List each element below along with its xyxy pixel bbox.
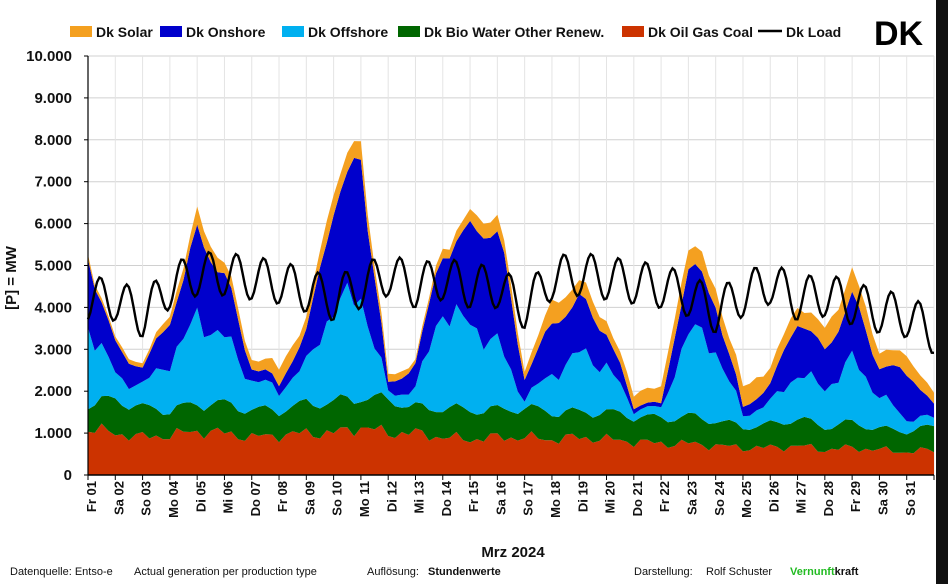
- x-tick-label: So 10: [330, 481, 345, 516]
- footer-source-label: Datenquelle: Entso-e: [10, 566, 113, 578]
- y-axis-label: [P] = MW: [3, 245, 20, 310]
- legend-swatch: [622, 26, 644, 37]
- country-label: DK: [874, 15, 924, 53]
- y-tick-label: 7.000: [34, 174, 72, 191]
- y-tick-label: 1.000: [34, 425, 72, 442]
- x-tick-label: Mi 20: [603, 481, 618, 514]
- x-tick-label: Fr 01: [84, 481, 99, 512]
- area-dk-bio-water-other-renew-: [88, 392, 934, 454]
- x-tick-label: Di 12: [384, 481, 399, 512]
- footer-author-label: Darstellung:: [634, 566, 693, 578]
- x-tick-label: Do 21: [630, 481, 645, 516]
- x-tick-label: Mo 18: [548, 481, 563, 518]
- x-tick-label: Fr 22: [657, 481, 672, 512]
- area-dk-offshore: [88, 282, 934, 435]
- legend-swatch: [282, 26, 304, 37]
- footer: Datenquelle: Entso-e Actual generation p…: [10, 566, 859, 578]
- footer-brand-green: Vernunft: [790, 566, 835, 578]
- legend-label: Dk Solar: [96, 24, 153, 40]
- legend: Dk Solar Dk Onshore Dk Offshore Dk Bio Wate…: [70, 24, 841, 40]
- x-tick-label: Sa 30: [876, 481, 891, 515]
- footer-resolution-label: Auflösung:: [367, 566, 419, 578]
- load-series-line: [86, 250, 935, 354]
- x-tick-label: Di 05: [193, 481, 208, 512]
- load-line-group: [86, 250, 935, 354]
- x-tick-label: Sa 16: [493, 481, 508, 515]
- x-tick-label: So 24: [712, 480, 727, 515]
- x-tick-label: Mo 25: [739, 481, 754, 518]
- x-tick-label: Fr 29: [848, 481, 863, 512]
- right-edge-bar: [936, 0, 948, 584]
- x-tick-label: Mi 27: [794, 481, 809, 514]
- x-tick-label: So 03: [139, 481, 154, 516]
- x-tick-label: Mi 13: [412, 481, 427, 514]
- x-tick-label: Do 28: [821, 481, 836, 516]
- x-tick-label: Mo 04: [166, 480, 181, 518]
- y-tick-label: 2.000: [34, 383, 72, 400]
- x-tick-label: Do 14: [439, 480, 454, 516]
- y-tick-label: 0: [64, 467, 72, 484]
- y-tick-label: 8.000: [34, 132, 72, 149]
- x-tick-label: Di 26: [766, 481, 781, 512]
- x-tick-label: Sa 09: [302, 481, 317, 515]
- legend-label: Dk Offshore: [308, 24, 388, 40]
- y-tick-label: 10.000: [26, 48, 72, 65]
- x-tick-label: Fr 08: [275, 481, 290, 512]
- y-tick-label: 6.000: [34, 216, 72, 233]
- x-tick-label: Do 07: [248, 481, 263, 516]
- x-tick-label: So 17: [521, 481, 536, 516]
- y-tick-label: 5.000: [34, 258, 72, 275]
- legend-label: Dk Bio Water Other Renew.: [424, 24, 604, 40]
- area-dk-solar: [88, 141, 934, 410]
- legend-label: Dk Oil Gas Coal: [648, 24, 753, 40]
- footer-author-name: Rolf Schuster: [706, 566, 772, 578]
- x-axis: Fr 01 Sa 02 So 03 Mo 04 Di 05 Mi 06 Do 07 Fr 08…: [84, 474, 935, 518]
- x-tick-label: Fr 15: [466, 481, 481, 512]
- y-tick-label: 3.000: [34, 341, 72, 358]
- footer-brand-black: kraft: [835, 566, 859, 578]
- y-tick-label: 4.000: [34, 299, 72, 316]
- x-tick-label: Mi 06: [221, 481, 236, 514]
- legend-swatch: [160, 26, 182, 37]
- x-tick-label: Sa 02: [111, 481, 126, 515]
- footer-source-text: Actual generation per production type: [134, 566, 317, 578]
- area-dk-oil-gas-coal: [88, 423, 934, 475]
- legend-swatch: [70, 26, 92, 37]
- footer-resolution-value: Stundenwerte: [428, 566, 501, 578]
- legend-label: Dk Load: [786, 24, 841, 40]
- x-tick-label: Di 19: [575, 481, 590, 512]
- legend-label: Dk Onshore: [186, 24, 266, 40]
- legend-swatch: [398, 26, 420, 37]
- x-tick-label: Sa 23: [685, 481, 700, 515]
- y-axis: 0 1.000 2.000 3.000 4.000 5.000 6.000 7.000 8.00…: [26, 48, 89, 484]
- footer-brand: Vernunftkraft: [790, 566, 859, 578]
- stacked-areas: [88, 141, 934, 475]
- x-tick-label: So 31: [903, 481, 918, 516]
- x-axis-label: Mrz 2024: [481, 544, 545, 561]
- x-tick-label: Mo 11: [357, 481, 372, 517]
- area-dk-onshore: [88, 157, 934, 422]
- y-tick-label: 9.000: [34, 90, 72, 107]
